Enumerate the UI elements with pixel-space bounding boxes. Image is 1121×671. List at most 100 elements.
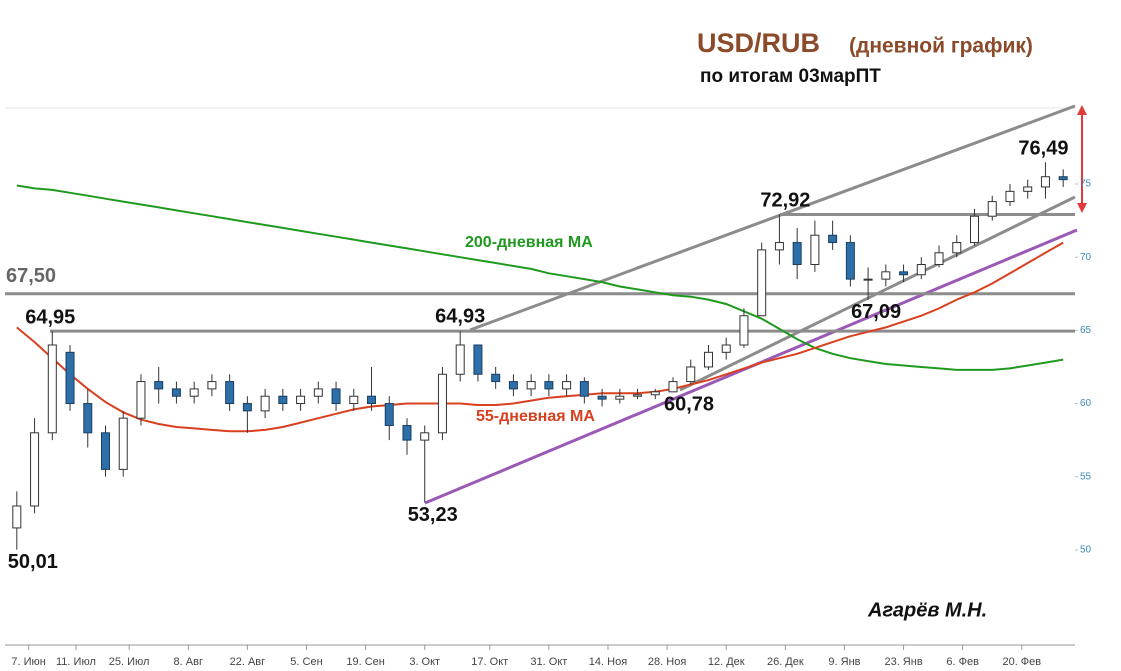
candle-body bbox=[774, 242, 784, 251]
candle-body bbox=[83, 403, 93, 434]
candle-body bbox=[562, 381, 572, 390]
candle-body bbox=[916, 264, 926, 276]
candle-body bbox=[863, 278, 873, 281]
x-tick-label: 23. Янв bbox=[884, 656, 922, 668]
candle-body bbox=[810, 234, 820, 266]
price-annotation: 60,78 bbox=[664, 393, 714, 415]
candle-body bbox=[508, 381, 518, 390]
candle-body bbox=[934, 252, 944, 266]
candle-body bbox=[633, 394, 643, 397]
candle-body bbox=[987, 201, 997, 217]
y-tick-label: 70 bbox=[1080, 252, 1092, 263]
price-annotation: 64,95 bbox=[25, 306, 75, 328]
candle-body bbox=[828, 234, 838, 244]
ma-label: 55-дневная МА bbox=[476, 408, 595, 425]
ma-line bbox=[16, 241, 1064, 433]
price-annotation: 76,49 bbox=[1018, 138, 1068, 160]
author: Агарёв М.Н. bbox=[867, 599, 987, 621]
candle-body bbox=[668, 381, 678, 393]
candle-body bbox=[30, 432, 40, 507]
ma-label: 200-дневная МА bbox=[465, 234, 593, 251]
candle-body bbox=[845, 242, 855, 280]
candle-body bbox=[47, 344, 57, 434]
x-tick-label: 3. Окт bbox=[409, 656, 440, 668]
candle-body bbox=[154, 381, 164, 390]
level-label: 67,50 bbox=[6, 265, 56, 287]
candle-body bbox=[260, 395, 270, 412]
price-annotation: 72,92 bbox=[760, 190, 810, 212]
x-tick-label: 26. Дек bbox=[767, 656, 804, 668]
candle-body bbox=[118, 417, 128, 470]
x-tick-label: 5. Сен bbox=[290, 656, 322, 668]
candle-body bbox=[1023, 186, 1033, 192]
x-tick-label: 25. Июл bbox=[109, 656, 150, 668]
y-tick-label: 55 bbox=[1080, 471, 1092, 482]
candle-body bbox=[455, 344, 465, 375]
candle-body bbox=[136, 381, 146, 419]
candle-body bbox=[721, 344, 731, 353]
candle-body bbox=[296, 395, 306, 405]
candle-body bbox=[402, 424, 412, 441]
y-tick-label: 50 bbox=[1080, 545, 1092, 556]
y-tick-label: 75 bbox=[1080, 179, 1092, 190]
candle-body bbox=[739, 315, 749, 346]
candle-body bbox=[579, 381, 589, 397]
price-annotation: 64,93 bbox=[435, 306, 485, 328]
x-tick-label: 8. Авг bbox=[174, 656, 203, 668]
candle-body bbox=[278, 395, 288, 405]
channel-upper bbox=[469, 104, 1076, 332]
candle-body bbox=[367, 395, 377, 405]
candle-body bbox=[242, 403, 252, 412]
x-tick-label: 11. Июл bbox=[56, 656, 96, 668]
candle-body bbox=[349, 395, 359, 405]
price-annotation: 50,01 bbox=[8, 551, 58, 573]
candle-body bbox=[313, 388, 323, 397]
candle-body bbox=[703, 351, 713, 368]
chart-title: USD/RUB bbox=[697, 28, 820, 58]
trend-lines bbox=[5, 104, 1087, 505]
x-tick-label: 6. Фев bbox=[946, 656, 979, 668]
candle-body bbox=[225, 381, 235, 405]
x-tick-label: 31. Окт bbox=[530, 656, 567, 668]
x-tick-label: 28. Ноя bbox=[648, 656, 686, 668]
candle-body bbox=[615, 395, 625, 400]
price-annotation: 67,09 bbox=[851, 301, 901, 323]
candle-body bbox=[792, 242, 802, 266]
candle-body bbox=[1040, 176, 1050, 188]
candle-body bbox=[171, 388, 181, 397]
candle-body bbox=[207, 381, 217, 390]
x-tick-label: 20. Фев bbox=[1002, 656, 1041, 668]
candle-body bbox=[491, 373, 501, 383]
candle-body bbox=[437, 373, 447, 434]
y-tick-label: 60 bbox=[1080, 398, 1092, 409]
candle-body bbox=[189, 388, 199, 397]
x-tick-label: 22. Авг bbox=[230, 656, 266, 668]
candle-body bbox=[384, 403, 394, 426]
candle-body bbox=[12, 505, 22, 529]
candle-body bbox=[331, 388, 341, 405]
price-annotation: 53,23 bbox=[408, 504, 458, 526]
x-tick-label: 17. Окт bbox=[471, 656, 508, 668]
y-tick-label: 65 bbox=[1080, 325, 1092, 336]
x-tick-label: 9. Янв bbox=[828, 656, 860, 668]
x-tick-label: 19. Сен bbox=[346, 656, 384, 668]
candle-body bbox=[1005, 190, 1015, 203]
candle-body bbox=[526, 381, 536, 390]
chart-title-note: (дневной график) bbox=[849, 35, 1033, 58]
candle-body bbox=[650, 391, 660, 396]
candle-body bbox=[881, 271, 891, 280]
candle-body bbox=[686, 366, 696, 383]
candle-body bbox=[899, 271, 909, 276]
x-tick-label: 7. Июн bbox=[11, 656, 45, 668]
candle-body bbox=[970, 215, 980, 244]
candle-body bbox=[597, 395, 607, 400]
chart-subtitle: по итогам 03марПТ bbox=[700, 66, 881, 87]
ma-line bbox=[16, 184, 1064, 371]
candle-body bbox=[1058, 176, 1068, 181]
candle-body bbox=[100, 432, 110, 470]
x-tick-label: 14. Ноя bbox=[589, 656, 627, 668]
candle-body bbox=[757, 249, 767, 317]
x-tick-label: 12. Дек bbox=[708, 656, 745, 668]
candle-body bbox=[544, 381, 554, 390]
